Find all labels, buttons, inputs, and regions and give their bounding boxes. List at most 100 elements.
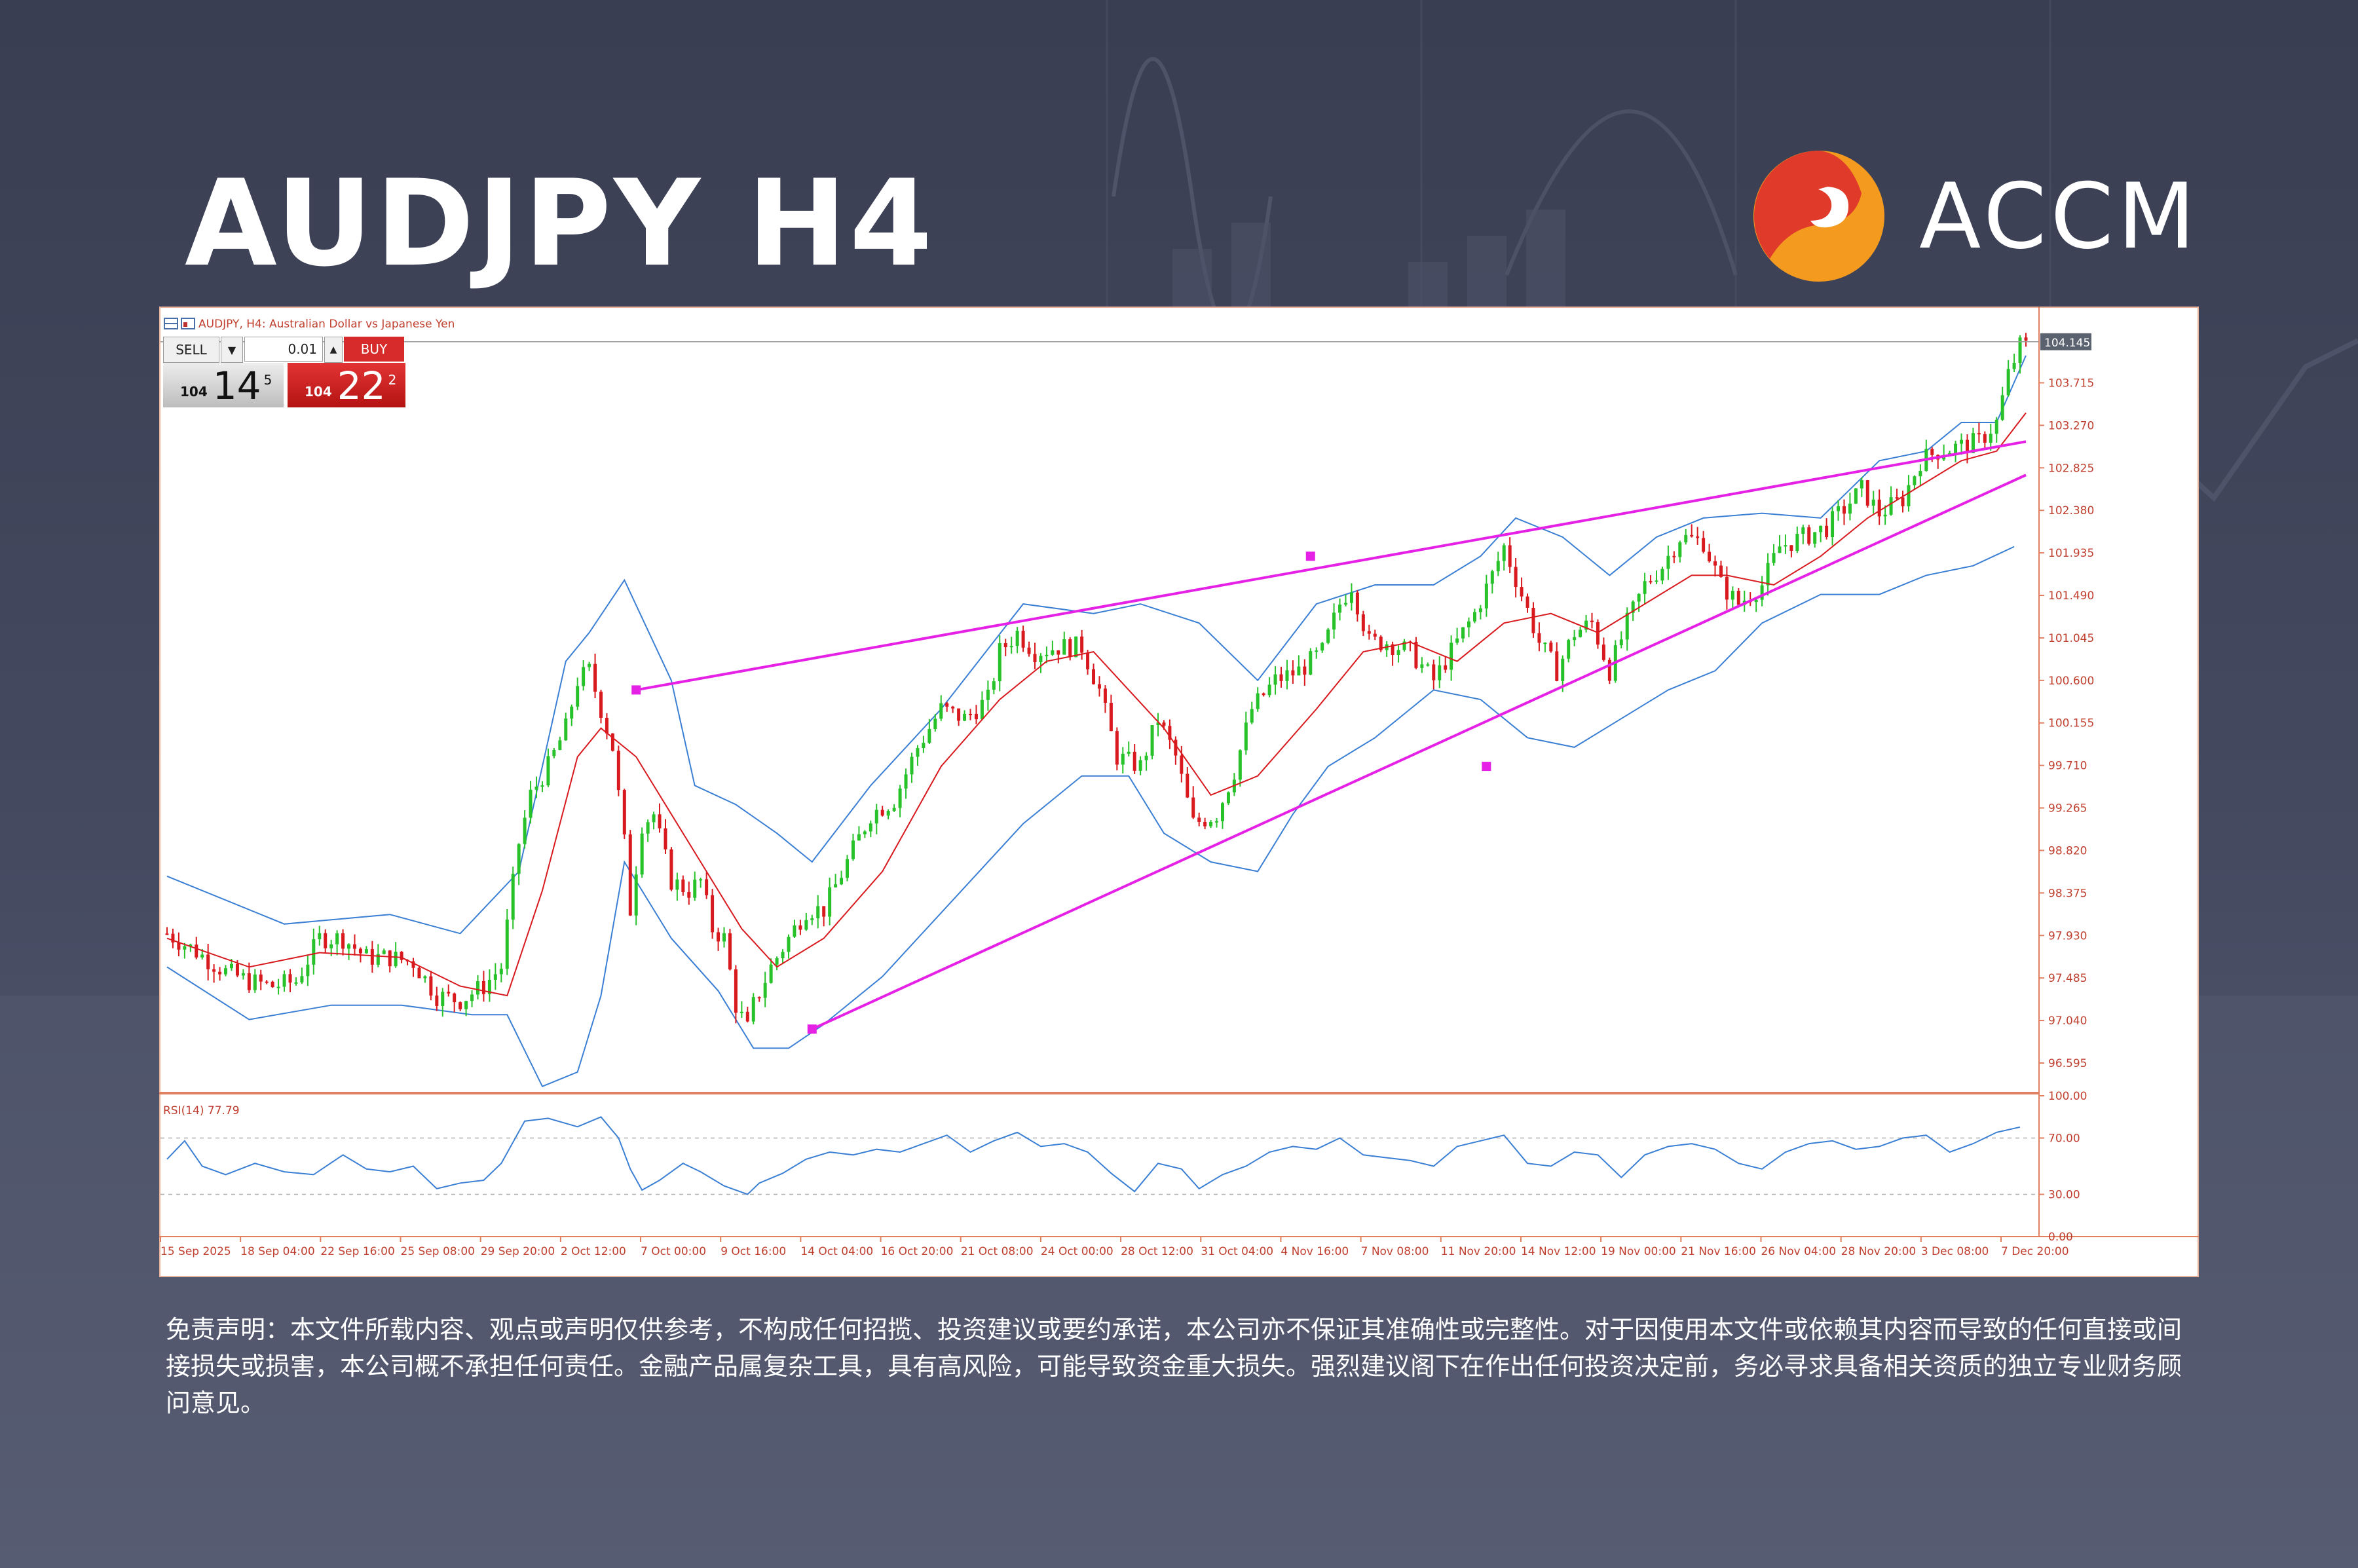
candle bbox=[1994, 417, 1998, 443]
candle bbox=[1138, 756, 1142, 775]
candle bbox=[834, 874, 838, 888]
sell-price-display[interactable]: 104 14 5 bbox=[163, 363, 284, 407]
candle-body bbox=[1983, 434, 1987, 443]
time-tick-label: 11 Nov 20:00 bbox=[1441, 1245, 1516, 1258]
candle-body bbox=[493, 974, 497, 980]
candle-body bbox=[1590, 620, 1594, 622]
candle-body bbox=[1132, 751, 1136, 771]
candle bbox=[1989, 423, 1993, 451]
candle-body bbox=[265, 981, 269, 983]
candle-body bbox=[411, 961, 415, 968]
candle-body bbox=[1396, 650, 1400, 656]
candle bbox=[1472, 608, 1476, 624]
buy-price-big-figure: 104 bbox=[305, 384, 332, 400]
candle bbox=[352, 934, 356, 956]
candle bbox=[183, 943, 187, 959]
candle bbox=[1678, 540, 1682, 563]
candle-body bbox=[834, 884, 838, 887]
candle-body bbox=[1596, 622, 1600, 645]
time-tick-label: 21 Nov 16:00 bbox=[1681, 1245, 1756, 1258]
candle bbox=[1303, 659, 1307, 686]
candle bbox=[1601, 637, 1605, 662]
candle bbox=[1865, 479, 1869, 508]
candle-body bbox=[1162, 722, 1166, 726]
spin-up-icon[interactable]: ▲ bbox=[324, 337, 343, 363]
candle bbox=[552, 748, 556, 758]
candle-body bbox=[1215, 821, 1219, 823]
candle bbox=[1819, 525, 1823, 542]
sell-button[interactable]: SELL bbox=[163, 337, 219, 363]
candle-body bbox=[880, 810, 884, 816]
candle bbox=[669, 847, 673, 891]
candle-body bbox=[276, 986, 280, 988]
candle bbox=[1725, 566, 1729, 610]
candle bbox=[1461, 627, 1465, 643]
candle bbox=[1690, 524, 1694, 538]
candle-body bbox=[1391, 644, 1394, 656]
candle-body bbox=[1994, 419, 1998, 434]
candle bbox=[1121, 747, 1125, 774]
candle bbox=[963, 710, 967, 721]
candle bbox=[699, 878, 703, 888]
candle bbox=[874, 804, 878, 834]
candle-body bbox=[1103, 688, 1107, 703]
candle-body bbox=[1655, 580, 1658, 582]
candle-body bbox=[1297, 666, 1301, 676]
candle-body bbox=[945, 703, 949, 707]
trading-chart-panel: AUDJPY, H4: Australian Dollar vs Japanes… bbox=[159, 307, 2199, 1277]
candle-body bbox=[1579, 629, 1582, 637]
candle-body bbox=[224, 968, 228, 975]
candle bbox=[886, 809, 890, 820]
rsi-tick-label: 30.00 bbox=[2048, 1189, 2080, 1202]
candle-body bbox=[400, 952, 403, 960]
candle-body bbox=[329, 944, 333, 948]
candle-body bbox=[1555, 651, 1559, 681]
candle bbox=[775, 956, 779, 971]
candle bbox=[986, 681, 990, 711]
candle bbox=[335, 930, 339, 956]
candle bbox=[1590, 612, 1594, 629]
candle-body bbox=[1567, 640, 1571, 659]
candle bbox=[517, 843, 521, 886]
candle-body bbox=[564, 719, 568, 741]
candle-body bbox=[171, 933, 175, 943]
chart-frame bbox=[159, 307, 2199, 1277]
candle bbox=[816, 895, 820, 929]
candle-body bbox=[423, 976, 427, 979]
candle bbox=[1784, 534, 1787, 554]
candle-body bbox=[851, 840, 855, 859]
price-tick-label: 103.270 bbox=[2048, 419, 2094, 432]
candle bbox=[576, 677, 580, 711]
candle bbox=[1420, 657, 1424, 673]
candle bbox=[927, 719, 931, 745]
candle-body bbox=[1039, 656, 1043, 662]
sell-price-fraction: 5 bbox=[263, 372, 272, 388]
candle bbox=[957, 708, 961, 726]
candle bbox=[840, 870, 844, 886]
dropdown-arrow-icon[interactable]: ▼ bbox=[221, 337, 243, 363]
candle-body bbox=[1971, 433, 1975, 453]
candle-body bbox=[757, 997, 761, 999]
candle-body bbox=[2006, 369, 2010, 396]
candle-body bbox=[1438, 665, 1442, 681]
candle bbox=[1637, 593, 1641, 612]
candle-body bbox=[1420, 664, 1424, 668]
candle bbox=[206, 943, 210, 980]
candle-body bbox=[1402, 641, 1406, 650]
time-tick-label: 14 Nov 12:00 bbox=[1521, 1245, 1596, 1258]
buy-price-pips: 22 bbox=[337, 364, 386, 408]
candle-body bbox=[247, 973, 251, 990]
candle-body bbox=[388, 950, 392, 967]
candle bbox=[582, 660, 586, 691]
lot-size-input[interactable] bbox=[244, 337, 323, 362]
candle bbox=[1426, 662, 1430, 667]
candle-body bbox=[1725, 576, 1729, 600]
candle-body bbox=[312, 939, 316, 965]
candle-body bbox=[1989, 434, 1993, 443]
candle bbox=[423, 975, 427, 983]
buy-button[interactable]: BUY bbox=[344, 337, 404, 362]
buy-price-display[interactable]: 104 22 2 bbox=[288, 363, 405, 407]
candle bbox=[271, 980, 274, 988]
sell-price-pips: 14 bbox=[212, 364, 261, 408]
candle-body bbox=[910, 756, 914, 775]
